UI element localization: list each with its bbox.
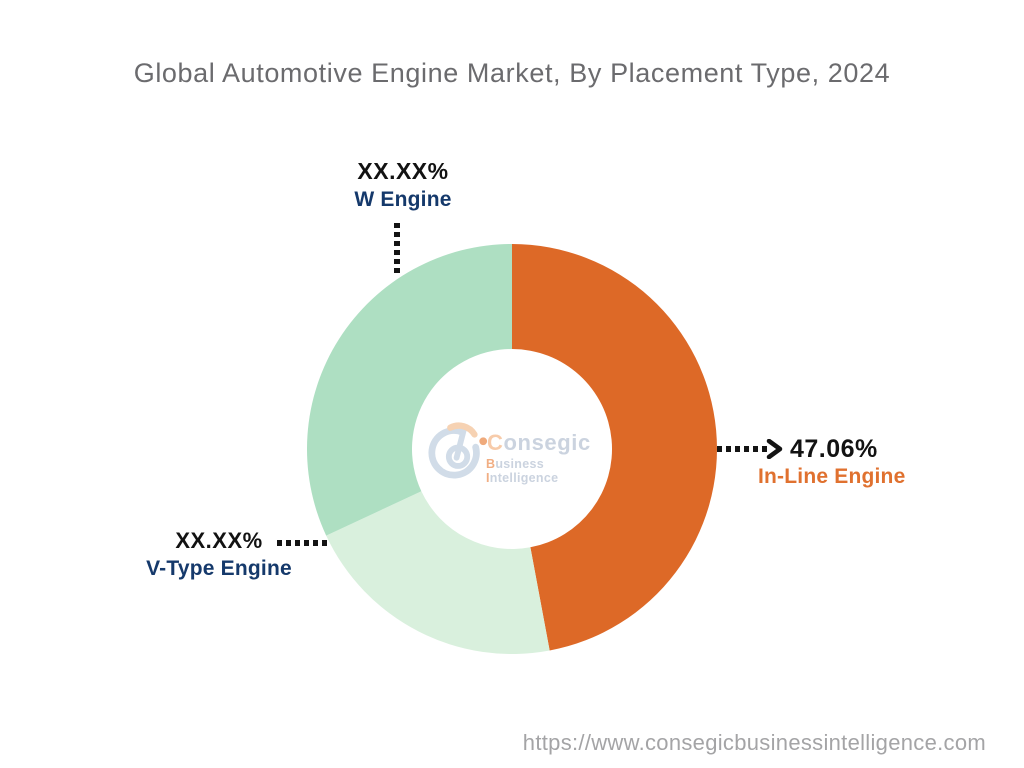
brand-tagline: Business Intelligence [486, 457, 608, 485]
in-line-engine-value: 47.06% [790, 435, 878, 463]
brand-name-initial: C [487, 430, 504, 455]
v-type-engine-leader-line [277, 540, 330, 546]
segment-w-engine[interactable] [307, 244, 512, 536]
w-engine-leader-line [394, 223, 400, 275]
w-engine-label: W Engine [354, 188, 452, 211]
donut-chart [307, 244, 717, 654]
v-type-engine-label: V-Type Engine [146, 557, 292, 580]
brand-tagline-i: I [486, 471, 490, 485]
brand-tagline-usiness: usiness [495, 457, 544, 471]
arrow-right-icon [766, 439, 783, 459]
in-line-engine-label: In-Line Engine [758, 465, 906, 488]
callout-w-engine: XX.XX% W Engine [320, 158, 486, 212]
v-type-engine-value: XX.XX% [175, 528, 263, 553]
brand-tagline-ntelligence: ntelligence [489, 471, 559, 485]
w-engine-value: XX.XX% [357, 158, 449, 184]
brand-name: Consegic [487, 430, 591, 456]
in-line-engine-leader-line [717, 446, 767, 452]
brand-watermark: Consegic Business Intelligence [428, 414, 608, 486]
website-url[interactable]: https://www.consegicbusinessintelligence… [522, 730, 986, 755]
consegic-logo-icon [428, 422, 488, 479]
brand-tagline-b: B [486, 457, 496, 471]
brand-name-rest: onsegic [503, 430, 591, 455]
segment-v-type-engine[interactable] [326, 491, 550, 654]
chart-title: Global Automotive Engine Market, By Plac… [133, 58, 891, 88]
segment-in-line-engine[interactable] [512, 244, 717, 651]
callout-v-type-engine: XX.XX% V-Type Engine [133, 528, 305, 581]
